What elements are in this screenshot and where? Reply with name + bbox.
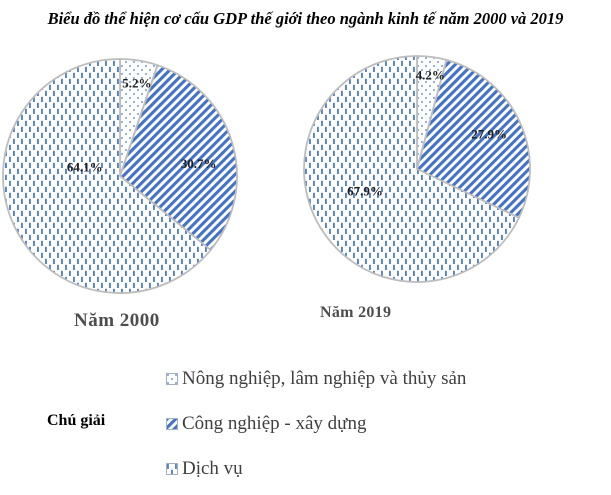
legend-item-label: Dịch vụ [182, 458, 243, 479]
legend-heading: Chú giải [47, 412, 106, 429]
year-label-2019: Năm 2019 [320, 304, 392, 321]
pie-năm-2000-slice-2 [2, 58, 212, 294]
slice-percentage-label: 64.1% [67, 160, 103, 175]
legend: Nông nghiệp, lâm nghiệp và thủy sản Công… [166, 368, 466, 495]
slice-percentage-label: 67.9% [347, 184, 383, 199]
pie-năm-2000-slice-1 [119, 64, 238, 251]
legend-item-agriculture: Nông nghiệp, lâm nghiệp và thủy sản [166, 368, 466, 390]
pie-năm-2019-slice-1 [416, 59, 531, 219]
year-label-2000: Năm 2000 [74, 310, 160, 331]
legend-item-services: Dịch vụ [166, 458, 466, 480]
pie-charts-canvas: 5.2% 30.7% 64.1% 4.2% 27.9% 67.9% [2, 55, 531, 294]
legend-item-label: Nông nghiệp, lâm nghiệp và thủy sản [182, 368, 467, 389]
diagonal-hatch-pattern-swatch-icon [166, 418, 178, 430]
page-title: Biểu đồ thể hiện cơ cấu GDP thế giới the… [47, 9, 564, 28]
slice-percentage-label: 27.9% [471, 126, 507, 141]
slice-percentage-label: 4.2% [416, 68, 445, 83]
dots-pattern-swatch-icon [166, 373, 178, 385]
pie-năm-2019-slice-2 [303, 55, 520, 283]
legend-item-industry: Công nghiệp - xây dựng [166, 413, 466, 435]
slice-percentage-label: 5.2% [122, 75, 151, 90]
legend-item-label: Công nghiệp - xây dựng [182, 413, 367, 434]
vertical-dashes-pattern-swatch-icon [166, 463, 178, 475]
slice-percentage-label: 30.7% [181, 156, 217, 171]
